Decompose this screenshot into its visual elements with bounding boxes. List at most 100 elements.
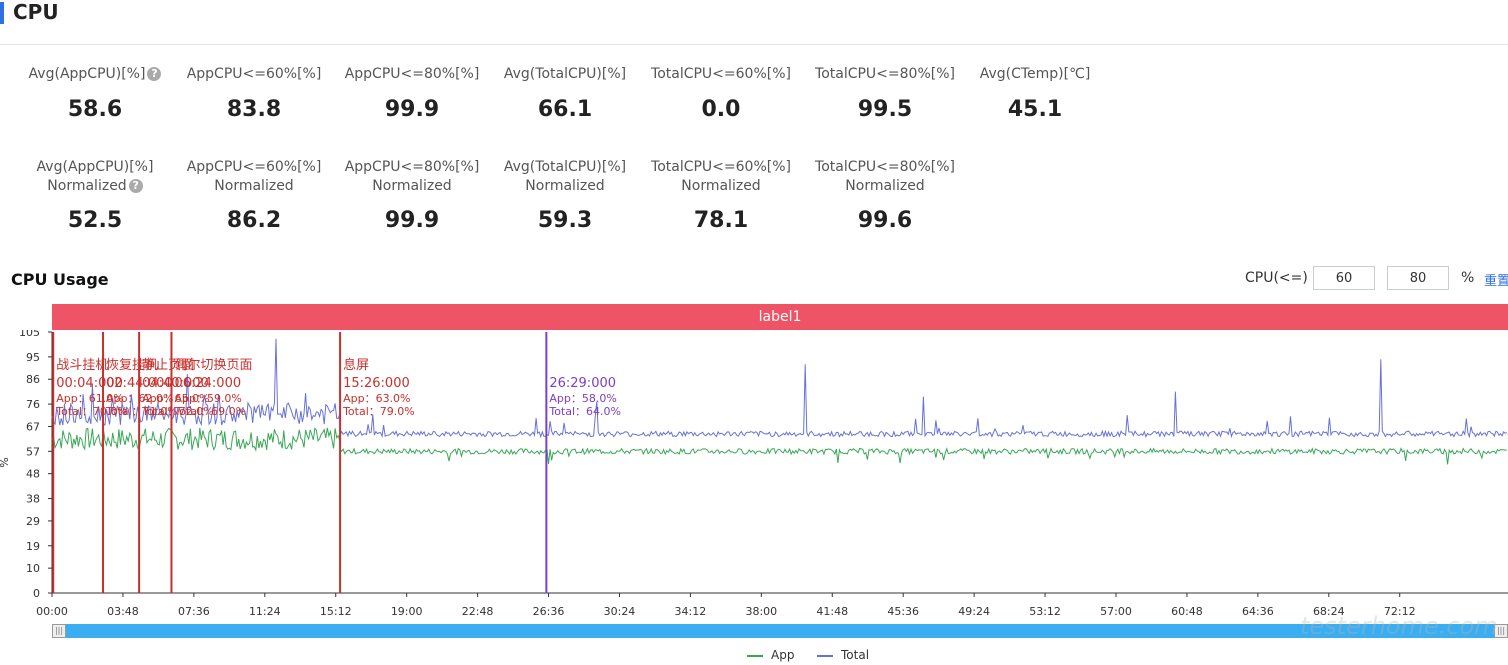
cpu-usage-chart[interactable]: 0 10 19 29 38 48 57 67 76 86 95 105% 00:00 03:48 07:36…	[0, 330, 1508, 625]
metric-sublabel-text: Normalized	[681, 178, 761, 194]
metric-label: Avg(AppCPU)[%]?	[5, 65, 185, 84]
y-tick-label: 10	[26, 562, 40, 575]
legend-swatch-total	[817, 654, 833, 657]
series-line-total	[51, 338, 1508, 439]
metric-value: 99.9	[384, 97, 440, 122]
metric-label-text: TotalCPU<=60%[%]	[651, 159, 791, 175]
metric-value: 78.1	[693, 208, 749, 233]
marker-total-value: Total：70.0%	[55, 405, 128, 418]
metric-sublabel: Normalized?	[5, 177, 185, 196]
y-tick-label: 67	[26, 420, 40, 433]
metric-label-text: Avg(AppCPU)[%]	[36, 159, 154, 175]
x-tick-label: 60:48	[1171, 605, 1203, 618]
cpu-section-header: CPU	[0, 0, 1508, 45]
x-tick-label: 72:12	[1384, 605, 1416, 618]
marker-app-value: App：59.0%	[174, 392, 241, 405]
metric-label: Avg(CTemp)[℃]	[945, 65, 1125, 84]
legend-swatch-app	[747, 654, 763, 657]
metric-card: Avg(AppCPU)[%]? 58.6	[5, 65, 185, 122]
metric-label: TotalCPU<=80%[%]	[795, 65, 975, 84]
metric-label: AppCPU<=80%[%]	[322, 158, 502, 177]
metric-sublabel: Normalized	[322, 177, 502, 196]
marker-total-value: Total：71.0%	[105, 405, 178, 418]
metric-label-text: Avg(CTemp)[℃]	[979, 66, 1091, 82]
metric-sublabel-text: Normalized	[47, 178, 127, 194]
x-tick-label: 15:12	[320, 605, 352, 618]
metric-label: TotalCPU<=60%[%]	[631, 65, 811, 84]
percent-sign: %	[1461, 270, 1475, 286]
legend-item-app[interactable]: App	[747, 648, 794, 662]
metric-value: 99.9	[384, 208, 440, 233]
x-tick-label: 45:36	[887, 605, 919, 618]
metric-card: AppCPU<=80%[%] 99.9	[322, 65, 502, 122]
metric-sublabel: Normalized	[475, 177, 655, 196]
label-band[interactable]: label1	[52, 304, 1508, 330]
metric-value: 59.3	[537, 208, 593, 233]
time-range-slider[interactable]: ||| |||	[52, 624, 1508, 638]
legend-label-total: Total	[841, 648, 870, 662]
x-tick-label: 41:48	[816, 605, 848, 618]
metric-label: Avg(AppCPU)[%]	[5, 158, 185, 177]
y-tick-label: 76	[26, 398, 40, 411]
metric-card: AppCPU<=60%[%] Normalized 86.2	[164, 158, 344, 233]
x-tick-label: 53:12	[1029, 605, 1061, 618]
marker-total-value: Total：79.0%	[342, 405, 415, 418]
metric-sublabel: Normalized	[164, 177, 344, 196]
metric-card: Avg(TotalCPU)[%] Normalized 59.3	[475, 158, 655, 233]
section-accent-bar	[0, 2, 4, 24]
marker-total-value: Total：69.0%	[173, 405, 246, 418]
metric-label-text: AppCPU<=80%[%]	[344, 159, 480, 175]
x-tick-label: 68:24	[1313, 605, 1345, 618]
metric-sublabel: Normalized	[631, 177, 811, 196]
y-tick-label: 19	[26, 540, 40, 553]
x-tick-label: 38:00	[745, 605, 777, 618]
metric-value: 52.5	[67, 208, 123, 233]
threshold-controls: CPU(<=) %	[1245, 266, 1505, 290]
metric-value: 83.8	[226, 97, 282, 122]
marker-app-value: App：61.0%	[56, 392, 123, 405]
metric-label-text: AppCPU<=60%[%]	[186, 159, 322, 175]
threshold-input-2[interactable]	[1387, 266, 1449, 290]
slider-handle-left[interactable]: |||	[52, 624, 66, 638]
marker-app-value: App：58.0%	[549, 392, 616, 405]
marker-time: 00:04:000	[56, 376, 123, 391]
help-icon[interactable]: ?	[147, 67, 162, 81]
marker-time: 06:24:000	[174, 376, 241, 391]
metric-card: Avg(TotalCPU)[%] 66.1	[475, 65, 655, 122]
metric-label-text: Avg(AppCPU)[%]	[28, 66, 146, 82]
marker-app-value: App：65.0%	[142, 392, 209, 405]
metric-card: TotalCPU<=60%[%] Normalized 78.1	[631, 158, 811, 233]
y-tick-label: 0	[33, 587, 40, 600]
marker-name: 恢复挂机	[106, 358, 158, 373]
metric-value: 58.6	[67, 97, 123, 122]
series-line-app	[51, 427, 1507, 465]
threshold-input-1[interactable]	[1313, 266, 1375, 290]
metric-card: Avg(CTemp)[℃] 45.1	[945, 65, 1125, 122]
metric-value: 86.2	[226, 208, 282, 233]
metric-label-text: TotalCPU<=80%[%]	[815, 66, 955, 82]
legend-item-total[interactable]: Total	[817, 648, 869, 662]
marker-time: 15:26:000	[343, 376, 410, 391]
x-tick-label: 30:24	[604, 605, 636, 618]
metric-card: TotalCPU<=80%[%] 99.5	[795, 65, 975, 122]
cpu-usage-title: CPU Usage	[11, 270, 109, 289]
x-tick-label: 57:00	[1100, 605, 1132, 618]
metric-label: AppCPU<=80%[%]	[322, 65, 502, 84]
x-tick-label: 22:48	[462, 605, 494, 618]
x-tick-label: 49:24	[958, 605, 990, 618]
y-tick-label: 95	[26, 351, 40, 364]
watermark: testerhome.com	[1300, 612, 1498, 640]
marker-total-value: Total：72.0%	[141, 405, 214, 418]
legend-label-app: App	[771, 648, 795, 662]
metric-sublabel-text: Normalized	[525, 178, 605, 194]
metric-label: Avg(TotalCPU)[%]	[475, 65, 655, 84]
metric-value: 66.1	[537, 97, 593, 122]
marker-name: 静止页面	[142, 358, 194, 373]
metric-sublabel-text: Normalized	[845, 178, 925, 194]
metric-label: TotalCPU<=80%[%]	[795, 158, 975, 177]
marker-total-value: Total：64.0%	[548, 405, 621, 418]
metric-card: TotalCPU<=60%[%] 0.0	[631, 65, 811, 122]
y-tick-label: 29	[26, 515, 40, 528]
help-icon[interactable]: ?	[128, 179, 143, 193]
reset-link[interactable]: 重置	[1484, 274, 1508, 289]
